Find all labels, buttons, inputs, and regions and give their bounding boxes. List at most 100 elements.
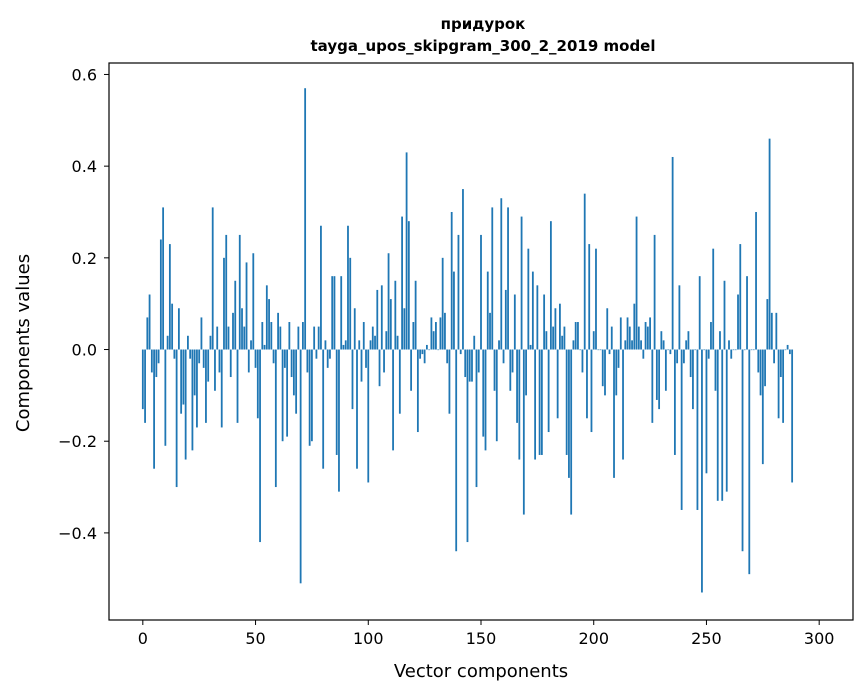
bar-282 bbox=[777, 349, 780, 419]
bar-45 bbox=[243, 326, 246, 350]
bar-159 bbox=[500, 198, 503, 350]
bar-3 bbox=[148, 294, 151, 350]
bar-226 bbox=[651, 349, 654, 423]
bar-225 bbox=[649, 317, 651, 350]
bar-18 bbox=[182, 349, 185, 405]
bar-271 bbox=[752, 349, 755, 351]
bar-175 bbox=[536, 285, 539, 350]
bar-217 bbox=[631, 340, 633, 350]
bar-109 bbox=[387, 253, 390, 350]
bar-248 bbox=[701, 349, 703, 593]
bar-162 bbox=[507, 207, 509, 350]
bar-231 bbox=[662, 340, 665, 350]
bar-series bbox=[141, 88, 794, 593]
bar-228 bbox=[655, 349, 658, 400]
bar-148 bbox=[475, 349, 478, 488]
bar-157 bbox=[495, 349, 498, 442]
bar-107 bbox=[383, 349, 385, 373]
bar-136 bbox=[448, 349, 451, 414]
x-tick-label: 200 bbox=[578, 629, 609, 648]
bar-48 bbox=[250, 340, 252, 350]
bar-206 bbox=[606, 308, 609, 350]
bar-212 bbox=[619, 317, 622, 350]
bar-163 bbox=[509, 349, 512, 391]
bar-27 bbox=[202, 349, 205, 368]
bar-115 bbox=[401, 216, 403, 350]
bar-22 bbox=[191, 349, 194, 451]
y-tick-label: 0.2 bbox=[72, 249, 97, 268]
bar-26 bbox=[200, 317, 203, 350]
bar-0 bbox=[141, 349, 144, 410]
y-tick-label: −0.4 bbox=[58, 524, 97, 543]
bar-34 bbox=[218, 349, 221, 373]
bar-94 bbox=[353, 308, 356, 350]
bar-258 bbox=[723, 280, 726, 350]
bar-114 bbox=[398, 349, 401, 414]
y-tick-label: −0.2 bbox=[58, 432, 97, 451]
bar-117 bbox=[405, 152, 408, 350]
bar-127 bbox=[428, 349, 431, 351]
bar-265 bbox=[739, 244, 742, 350]
bar-138 bbox=[453, 271, 455, 350]
bar-198 bbox=[588, 244, 591, 350]
bar-137 bbox=[450, 211, 453, 350]
bar-270 bbox=[750, 349, 753, 351]
bar-174 bbox=[534, 349, 537, 460]
bar-44 bbox=[241, 308, 243, 350]
bar-285 bbox=[784, 349, 787, 351]
x-tick-label: 150 bbox=[466, 629, 497, 648]
bar-17 bbox=[180, 349, 183, 414]
bar-50 bbox=[254, 349, 257, 368]
bar-29 bbox=[207, 349, 210, 382]
bar-87 bbox=[338, 349, 340, 492]
bar-247 bbox=[698, 276, 701, 350]
bar-160 bbox=[502, 349, 505, 364]
bar-128 bbox=[430, 317, 433, 350]
bar-76 bbox=[313, 326, 316, 350]
bar-203 bbox=[599, 349, 602, 351]
bar-16 bbox=[177, 308, 180, 350]
bar-221 bbox=[640, 340, 642, 350]
bar-187 bbox=[563, 326, 566, 350]
bar-180 bbox=[547, 349, 550, 433]
bar-196 bbox=[583, 193, 586, 350]
bar-256 bbox=[719, 331, 721, 350]
bar-213 bbox=[622, 349, 624, 460]
y-tick-label: 0.0 bbox=[72, 341, 97, 360]
bar-119 bbox=[410, 349, 413, 391]
x-tick-label: 0 bbox=[138, 629, 148, 648]
bar-250 bbox=[705, 349, 708, 474]
bar-81 bbox=[324, 340, 327, 350]
bar-66 bbox=[290, 349, 293, 378]
bar-106 bbox=[380, 285, 383, 350]
bar-193 bbox=[577, 322, 579, 350]
bar-169 bbox=[522, 349, 525, 515]
bar-192 bbox=[574, 322, 577, 350]
bar-171 bbox=[527, 248, 530, 350]
bar-92 bbox=[349, 257, 352, 350]
bar-194 bbox=[579, 349, 582, 351]
bar-201 bbox=[595, 248, 597, 350]
bar-78 bbox=[317, 326, 320, 350]
bar-141 bbox=[459, 349, 462, 355]
bar-253 bbox=[712, 248, 715, 350]
bar-178 bbox=[543, 294, 546, 350]
bar-186 bbox=[561, 335, 564, 350]
bar-35 bbox=[220, 349, 223, 428]
bar-236 bbox=[673, 349, 676, 455]
bar-252 bbox=[710, 322, 712, 350]
bar-173 bbox=[531, 271, 534, 350]
bar-139 bbox=[455, 349, 458, 552]
bar-31 bbox=[211, 207, 214, 350]
bar-145 bbox=[468, 349, 471, 382]
bar-149 bbox=[477, 349, 480, 373]
bar-234 bbox=[669, 349, 672, 355]
bar-208 bbox=[610, 326, 613, 350]
bar-158 bbox=[498, 340, 500, 350]
bar-150 bbox=[480, 234, 482, 350]
bar-46 bbox=[245, 262, 248, 350]
bar-246 bbox=[696, 349, 699, 510]
bar-38 bbox=[227, 326, 230, 350]
bar-133 bbox=[441, 257, 444, 350]
y-axis-ticks: −0.4 −0.2 0.0 0.2 0.4 0.6 bbox=[58, 65, 109, 543]
